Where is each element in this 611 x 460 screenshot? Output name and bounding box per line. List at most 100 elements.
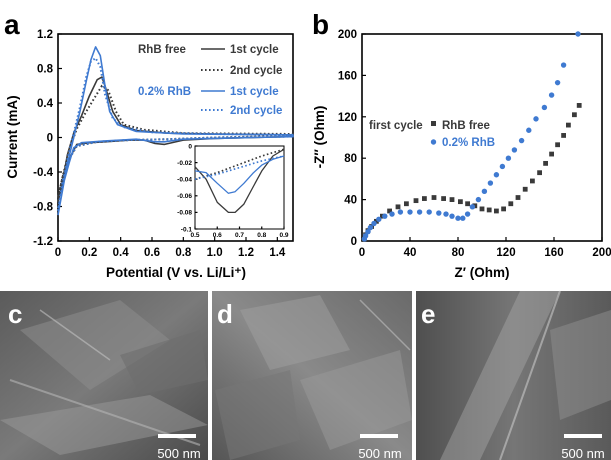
legend-rhb-02-1st: 1st cycle <box>230 86 279 98</box>
cv-x-tick-label: 1.4 <box>269 247 286 259</box>
eis-y-axis-label: -Z″ (Ohm) <box>312 106 327 169</box>
cv-x-ticks: 0 0.2 0.4 0.6 0.8 1.0 1.2 1.4 <box>55 237 286 259</box>
cv-y-ticks: 1.2 0.8 0.4 0 -0.4 -0.8 -1.2 <box>33 29 62 248</box>
eis-y-tick-label: 160 <box>338 70 357 82</box>
panel-label-a: a <box>4 9 20 40</box>
eis-point-rhb-02 <box>407 209 413 215</box>
scale-bar-label-e: 500 nm <box>561 446 604 460</box>
inset-y-tick-label: 0 <box>188 143 192 150</box>
eis-plot-frame <box>361 33 603 242</box>
eis-y-tick-label: 80 <box>344 153 357 165</box>
cv-x-axis-label-text: Potential (V vs. Li/Li⁺) <box>106 265 246 280</box>
eis-point-rhb-free <box>543 160 548 166</box>
cv-y-tick-label: 1.2 <box>37 29 53 41</box>
cv-inset-y-ticks: 0 -0.02 -0.04 -0.06 -0.08 -0.1 <box>177 143 198 233</box>
legend-rhb-free-1st: 1st cycle <box>230 44 279 56</box>
legend-rhb-02-2nd: 2nd cycle <box>230 105 282 117</box>
inset-x-tick-label: 0.6 <box>213 232 222 239</box>
eis-point-rhb-02 <box>548 92 555 98</box>
eis-point-rhb-02 <box>493 172 500 178</box>
inset-x-tick-label: 0.8 <box>257 232 266 239</box>
legend-group-rhb-free: RhB free <box>138 44 186 56</box>
inset-series-line-3 <box>194 155 285 181</box>
eis-point-rhb-02 <box>371 220 377 227</box>
eis-x-tick-label: 0 <box>359 247 365 259</box>
eis-x-ticks: 0 40 80 120 160 200 <box>359 237 611 259</box>
flake-shape <box>440 291 560 460</box>
eis-series <box>361 31 582 242</box>
eis-legend-rhb-02: 0.2% RhB <box>442 137 495 149</box>
eis-point-rhb-02 <box>367 224 374 231</box>
eis-x-tick-label: 40 <box>404 247 417 259</box>
eis-point-rhb-02 <box>554 79 561 86</box>
eis-point-rhb-free <box>522 186 528 192</box>
cv-plot: 0 0.2 0.4 0.6 0.8 1.0 1.2 1.4 1.2 0.8 0.4 0 -0.4 -0.… <box>5 29 294 280</box>
eis-point-rhb-02 <box>389 211 395 217</box>
inset-series-line-2 <box>194 155 285 194</box>
eis-x-axis-label: Z′ (Ohm) <box>455 265 510 280</box>
legend-rhb-free-2nd: 2nd cycle <box>230 65 282 77</box>
cv-x-axis-label: Potential (V vs. Li/Li⁺) <box>106 265 246 280</box>
eis-point-rhb-free <box>374 218 379 224</box>
cv-x-tick-label: 1.0 <box>207 247 223 259</box>
eis-point-rhb-02 <box>397 209 404 215</box>
cv-x-tick-label: 0.2 <box>81 247 97 259</box>
inset-y-tick-label: -0.1 <box>181 226 193 233</box>
cv-x-tick-label: 0.6 <box>144 247 160 259</box>
inset-series-line-0 <box>194 148 285 214</box>
eis-point-rhb-free <box>576 103 582 108</box>
cv-y-tick-label: -0.8 <box>33 202 53 214</box>
panel-label-c: c <box>8 299 22 329</box>
eis-point-rhb-free <box>549 151 554 157</box>
eis-point-rhb-free <box>431 195 437 200</box>
eis-y-tick-label: 120 <box>338 112 357 124</box>
flake-edge <box>359 299 411 351</box>
eis-plot: 0 40 80 120 160 200 200 160 120 80 40 0 first cycl… <box>312 29 611 280</box>
eis-point-rhb-free <box>413 198 419 204</box>
eis-legend: first cycle RhB free 0.2% RhB <box>369 120 495 149</box>
eis-point-rhb-free <box>494 208 499 214</box>
eis-point-rhb-02 <box>533 116 539 122</box>
eis-point-rhb-free <box>486 207 492 213</box>
cv-x-tick-label: 1.2 <box>238 247 254 259</box>
eis-point-rhb-02 <box>382 213 388 219</box>
scale-bar-d <box>360 434 398 438</box>
flake-shape <box>300 350 412 450</box>
cv-series <box>57 46 294 216</box>
eis-point-rhb-free <box>508 201 514 207</box>
eis-point-rhb-free <box>387 208 392 214</box>
flake-edge <box>499 290 561 460</box>
eis-point-rhb-free <box>395 204 401 210</box>
eis-point-rhb-02 <box>511 147 518 153</box>
eis-point-rhb-02 <box>449 213 455 219</box>
eis-legend-rhb-free: RhB free <box>442 120 490 132</box>
cv-series-line-3 <box>57 57 294 211</box>
eis-point-rhb-02 <box>518 137 525 144</box>
eis-point-rhb-02 <box>575 31 581 37</box>
panel-label-d: d <box>217 299 233 329</box>
eis-point-rhb-free <box>530 178 535 184</box>
cv-x-tick-label: 0 <box>55 247 61 259</box>
eis-point-rhb-free <box>479 206 485 212</box>
eis-point-rhb-free <box>422 196 427 201</box>
eis-y-tick-label: 40 <box>344 195 357 207</box>
eis-point-rhb-02 <box>475 196 482 203</box>
scale-bar-e <box>564 434 602 438</box>
eis-point-rhb-02 <box>460 215 466 221</box>
eis-x-tick-label: 160 <box>544 247 563 259</box>
sem-panel-d: d 500 nm <box>212 291 412 460</box>
eis-point-rhb-free <box>537 170 542 176</box>
eis-point-rhb-02 <box>362 233 369 239</box>
eis-point-rhb-free <box>566 122 571 128</box>
eis-point-rhb-02 <box>541 104 548 111</box>
sem-panel-c: c 500 nm <box>0 291 208 460</box>
eis-y-tick-label: 200 <box>338 29 357 41</box>
scale-bar-label-d: 500 nm <box>358 446 401 460</box>
eis-point-rhb-02 <box>526 127 532 133</box>
inset-y-tick-label: -0.06 <box>177 193 192 200</box>
inset-x-tick-label: 0.5 <box>190 232 199 239</box>
eis-point-rhb-02 <box>365 228 371 235</box>
eis-x-tick-label: 120 <box>496 247 515 259</box>
eis-point-rhb-02 <box>443 211 449 217</box>
